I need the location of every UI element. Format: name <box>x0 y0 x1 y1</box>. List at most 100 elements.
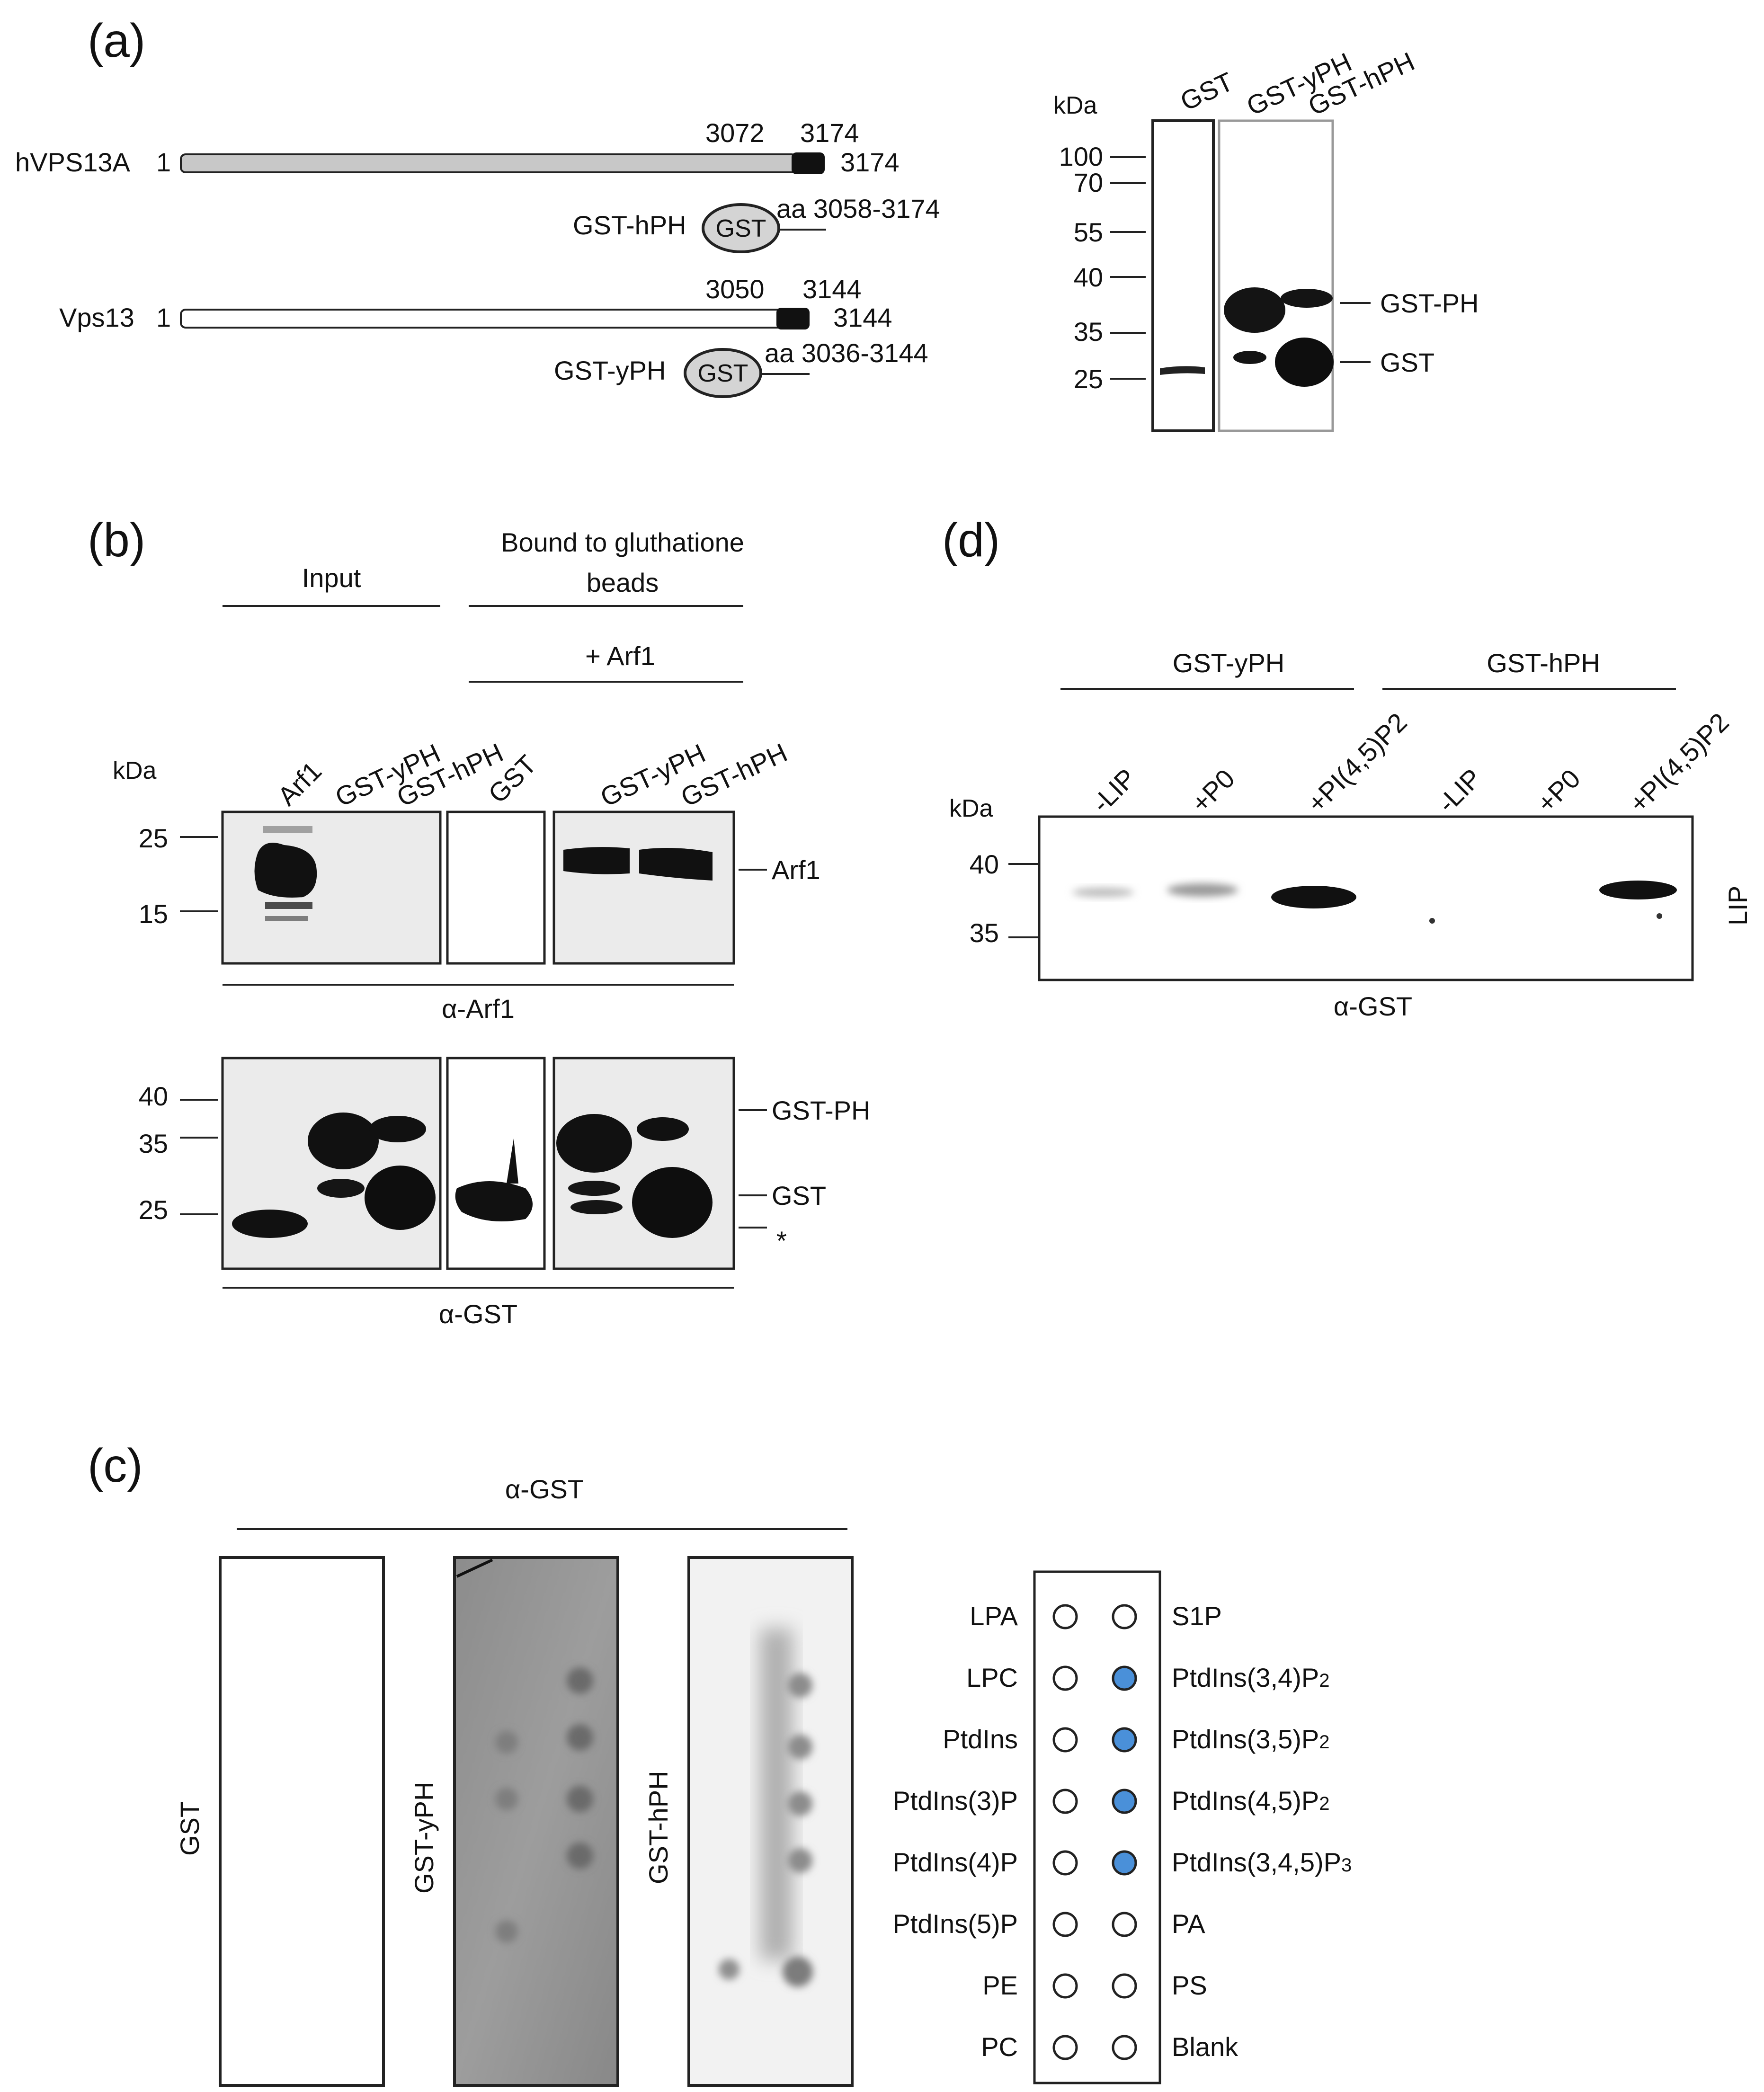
c-lipid-left: PC <box>981 2032 1018 2062</box>
b-band-arf1-upper <box>263 826 312 833</box>
b-band-arf1-lowest <box>265 916 308 921</box>
c-lipid-left: PtdIns <box>943 1724 1018 1754</box>
d-kda-label: kDa <box>949 795 993 822</box>
c-lipid-spot-left <box>1052 1604 1078 1629</box>
d-lane-1: -LIP <box>1086 763 1141 818</box>
b-bottom-marker-25: 25 <box>139 1195 168 1225</box>
a-marker-100: 100 <box>1059 142 1103 171</box>
b-top-marker-25: 25 <box>139 823 168 853</box>
c-strip-label-gst-yph: GST-yPH <box>409 1782 439 1894</box>
c-lipid-right-name: PA <box>1172 1909 1205 1939</box>
d-band-1 <box>1072 888 1134 897</box>
a-marker-55: 55 <box>1074 217 1103 247</box>
panel-a-label: (a) <box>88 14 145 67</box>
a-band-label-gst-ph: GST-PH <box>1380 288 1479 318</box>
hvps13a-ph-end: 3174 <box>800 118 859 148</box>
b-top-blot-gst <box>446 810 546 965</box>
d-lane-2: +P0 <box>1185 763 1240 818</box>
d-side-label: LIP <box>1723 886 1753 926</box>
c-lipid-right-subscript: 2 <box>1319 1793 1329 1814</box>
b-band-arf1-yph <box>563 847 630 874</box>
c-spot <box>788 1735 812 1759</box>
c-lipid-left: LPC <box>966 1663 1018 1692</box>
c-strip-label-gst-hph: GST-hPH <box>643 1771 673 1884</box>
c-lipid-right: PtdIns(4,5)P2 <box>1172 1786 1330 1816</box>
d-blot <box>1038 815 1694 981</box>
gst-hph-range: aa 3058-3174 <box>776 194 940 223</box>
c-lipid-right: PA <box>1172 1909 1205 1939</box>
a-marker-25: 25 <box>1074 364 1103 394</box>
c-spot <box>788 1791 812 1816</box>
c-strip-gst-hph-spots <box>719 1673 813 1987</box>
vps13-ph-domain <box>776 308 810 329</box>
gst-hph-label: GST-hPH <box>573 210 686 240</box>
b-top-blot-input <box>221 810 442 965</box>
c-lipid-spot-right-bound <box>1112 1727 1137 1753</box>
c-lipid-right-name: Blank <box>1172 2032 1238 2062</box>
gst-yph-range: aa 3036-3144 <box>765 338 928 368</box>
c-lipid-spot-left <box>1052 1727 1078 1753</box>
d-lane-4: -LIP <box>1432 763 1487 818</box>
c-lipid-left: PtdIns(5)P <box>892 1909 1018 1939</box>
c-spot <box>495 1788 518 1810</box>
c-lipid-right: PtdIns(3,4)P2 <box>1172 1663 1330 1692</box>
c-lipid-spot-left <box>1052 1789 1078 1814</box>
b-top-antibody: α-Arf1 <box>442 994 515 1024</box>
d-group-gst-yph: GST-yPH <box>1173 648 1284 678</box>
panel-a: (a) hVPS13A 1 3072 3174 3174 GST-hPH GST… <box>15 14 1479 432</box>
d-band-6 <box>1599 881 1677 899</box>
b-bottom-marker-40: 40 <box>139 1081 168 1111</box>
c-lipid-right-name: PtdIns(3,4)P <box>1172 1663 1319 1692</box>
b-top-marker-15: 15 <box>139 899 168 929</box>
c-lipid-spot-right <box>1112 2035 1137 2060</box>
c-spot <box>719 1959 739 1980</box>
b-band-gst-hph-bound <box>637 1117 689 1141</box>
d-dot <box>1429 918 1435 924</box>
c-lipid-left: PtdIns(3)P <box>892 1786 1018 1816</box>
c-lipid-right: PtdIns(3,5)P2 <box>1172 1724 1330 1754</box>
d-marker-40: 40 <box>970 849 999 879</box>
gst-yph-label: GST-yPH <box>554 356 666 385</box>
c-lipid-left: PtdIns(4)P <box>892 1847 1018 1877</box>
d-lane-5: +P0 <box>1531 763 1586 818</box>
c-lipid-spot-right <box>1112 1912 1137 1937</box>
c-lipid-right: PS <box>1172 1970 1207 2000</box>
c-lipid-right-subscript: 3 <box>1341 1855 1352 1876</box>
a-band-gst <box>1160 366 1205 375</box>
a-kda-label: kDa <box>1053 92 1097 119</box>
c-spot <box>788 1848 812 1873</box>
b-bottom-band-gst: GST <box>772 1181 826 1211</box>
b-band-arf1-input <box>254 843 317 898</box>
a-marker-70: 70 <box>1074 168 1103 197</box>
b-band-gst-cleaved-hph-input <box>365 1166 436 1230</box>
b-bottom-blot-gst <box>446 1057 546 1270</box>
panel-b: (b) Input Bound to gluthatione beads + A… <box>88 514 870 1329</box>
a-band-gst-yph <box>1224 287 1285 333</box>
b-top-band-label: Arf1 <box>772 855 820 885</box>
c-spot <box>567 1786 593 1812</box>
hvps13a-bar <box>180 153 797 173</box>
c-lipid-spot-right-bound <box>1112 1665 1137 1691</box>
a-band-gst-hph <box>1281 289 1333 308</box>
gst-yph-tag-text: GST <box>698 360 748 387</box>
c-lipid-spot-left <box>1052 2035 1078 2060</box>
d-band-2 <box>1167 883 1238 897</box>
c-spot <box>788 1673 812 1698</box>
c-lipid-right-name: S1P <box>1172 1601 1222 1631</box>
c-lipid-spot-left <box>1052 1665 1078 1691</box>
a-blot-gst-strip <box>1151 119 1215 432</box>
c-strip-label-gst: GST <box>175 1801 205 1856</box>
gst-hph-tag <box>702 203 780 253</box>
b-band-gst-cleaved-hph-bound <box>632 1167 713 1238</box>
vps13-label: Vps13 <box>59 303 134 332</box>
b-bottom-marker-35: 35 <box>139 1129 168 1158</box>
c-lipid-spot-left <box>1052 1912 1078 1937</box>
c-lipid-grid <box>1033 1570 1161 2084</box>
c-lipid-spot-right <box>1112 1604 1137 1629</box>
c-antibody: α-GST <box>505 1474 584 1504</box>
c-spot <box>567 1843 593 1869</box>
a-markers: 100 70 55 40 35 25 <box>1059 142 1146 394</box>
c-lipid-right-name: PtdIns(3,4,5)P <box>1172 1847 1341 1877</box>
panel-d-label: (d) <box>942 514 1000 567</box>
